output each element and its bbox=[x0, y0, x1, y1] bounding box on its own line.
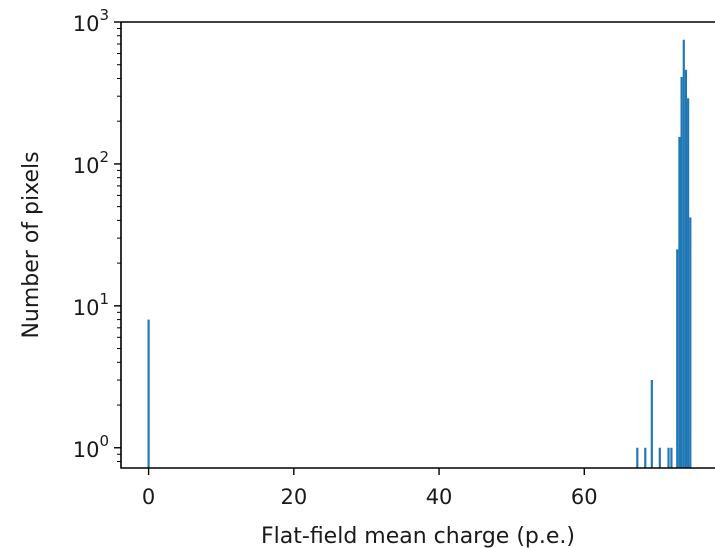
plot-frame bbox=[120, 21, 715, 469]
histogram-bar bbox=[650, 380, 653, 468]
y-tick-label: 103 bbox=[73, 6, 109, 36]
x-tick-label: 0 bbox=[142, 485, 155, 509]
histogram-bar bbox=[667, 447, 670, 468]
x-tick-label: 60 bbox=[571, 485, 598, 509]
histogram-bars bbox=[147, 39, 692, 469]
histogram-bar bbox=[644, 447, 647, 468]
histogram-bar bbox=[678, 136, 681, 468]
histogram-bar bbox=[658, 447, 661, 468]
x-axis-label: Flat-field mean charge (p.e.) bbox=[261, 524, 575, 548]
histogram-bar bbox=[636, 447, 639, 468]
histogram-bar bbox=[689, 217, 692, 468]
histogram-bar bbox=[147, 319, 150, 468]
histogram-bar bbox=[670, 447, 673, 468]
y-axis-ticks: 100 101 102 103 bbox=[73, 6, 121, 463]
histogram-bar bbox=[680, 76, 683, 468]
y-tick-label: 100 bbox=[73, 432, 109, 462]
histogram-bar bbox=[676, 249, 679, 468]
x-tick-label: 20 bbox=[280, 485, 307, 509]
y-axis-label: Number of pixels bbox=[19, 151, 44, 338]
x-tick-label: 40 bbox=[426, 485, 453, 509]
x-axis-ticks: 0 20 40 60 bbox=[142, 468, 598, 509]
histogram-bar bbox=[684, 69, 688, 469]
y-tick-label: 102 bbox=[73, 148, 109, 178]
histogram-bar bbox=[682, 39, 685, 468]
histogram-bar bbox=[687, 98, 690, 469]
y-tick-label: 101 bbox=[73, 290, 109, 320]
